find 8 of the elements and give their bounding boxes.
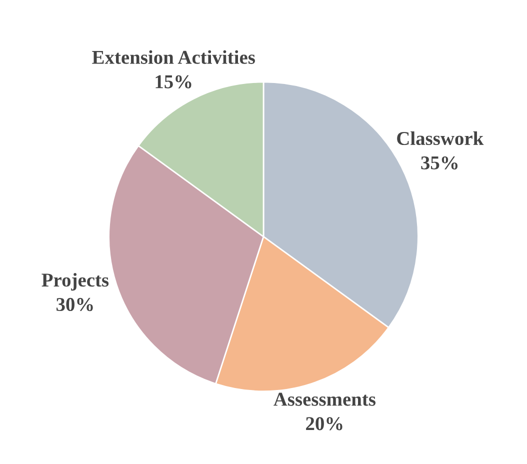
data-label: 15% — [156, 75, 192, 88]
data-label: 30% — [56, 298, 93, 312]
slice-label: Projects — [42, 272, 109, 291]
data-label: 35% — [421, 156, 458, 170]
data-label: 20% — [306, 417, 342, 430]
slice-label: Assessments — [274, 392, 376, 406]
slice-label: Extension Activities — [92, 50, 255, 64]
slice-label: Classwork — [397, 131, 484, 146]
